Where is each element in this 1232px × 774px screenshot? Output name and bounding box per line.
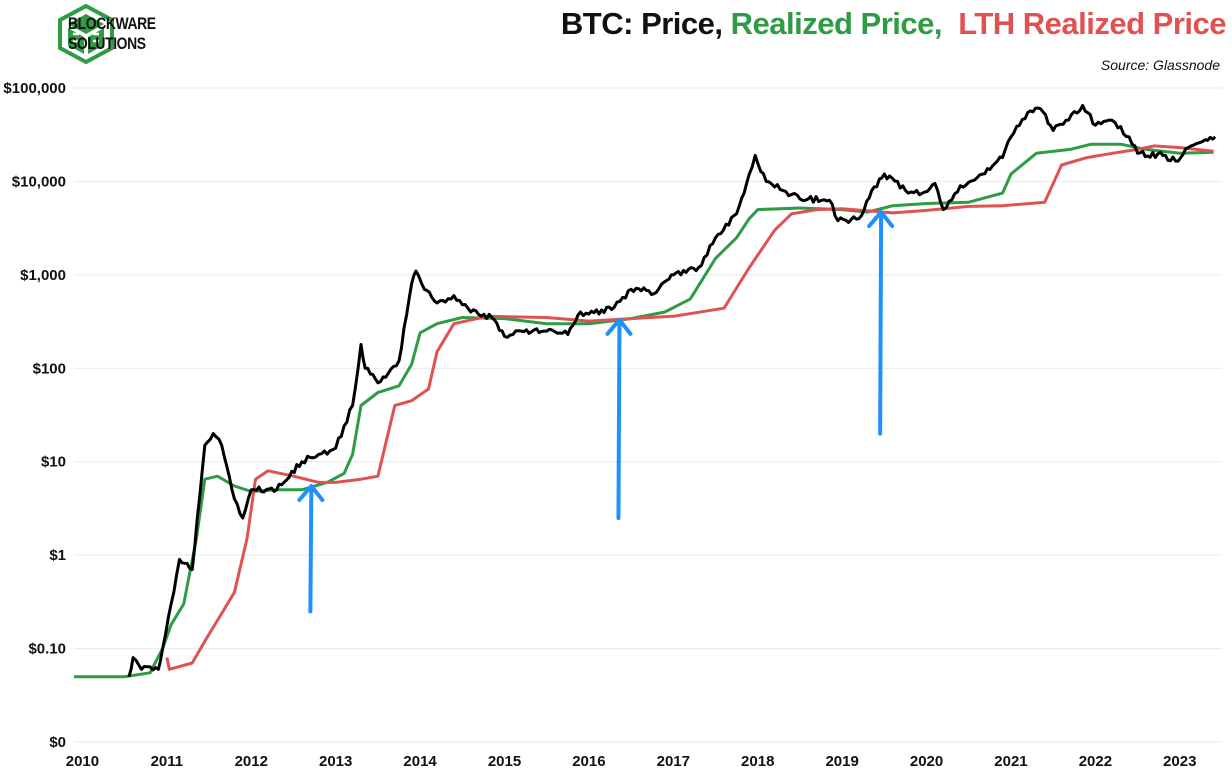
x-tick-label: 2018	[741, 753, 774, 770]
y-axis-ticks: $0 $0.10 $1 $10 $100 $1,000 $10,000 $100,000	[3, 80, 66, 751]
series-line-lth-realized-price	[165, 144, 1214, 671]
x-tick-label: 2011	[151, 753, 184, 770]
x-tick-label: 2014	[403, 753, 437, 770]
blockware-logo	[58, 4, 114, 64]
y-tick-label: $1	[49, 547, 66, 564]
logo-cube-icon	[58, 4, 114, 64]
chart-title: BTC: Price, Realized Price, LTH Realized…	[560, 6, 1227, 42]
x-tick-label: 2022	[1079, 753, 1112, 770]
x-tick-label: 2023	[1163, 753, 1196, 770]
annotation-arrows	[297, 210, 895, 614]
y-tick-label: $0	[49, 734, 66, 751]
x-tick-label: 2019	[825, 753, 858, 770]
title-realized-price: Realized Price,	[730, 6, 943, 41]
x-tick-label: 2013	[319, 753, 352, 770]
x-tick-label: 2015	[488, 753, 521, 770]
series-line-price	[127, 104, 1217, 678]
x-tick-label: 2010	[66, 753, 99, 770]
brand-name-line1: BLOCKWARE	[68, 14, 156, 33]
series-group	[74, 104, 1217, 679]
title-price: BTC: Price,	[560, 6, 731, 41]
x-tick-label: 2017	[657, 753, 690, 770]
x-tick-label: 2012	[235, 753, 268, 770]
brand-name-line2: SOLUTIONS	[68, 34, 146, 53]
annotation-arrow	[605, 317, 633, 520]
annotation-arrow	[297, 483, 325, 614]
series-line-realized-price	[74, 142, 1214, 679]
y-tick-label: $10,000	[12, 173, 66, 190]
x-tick-label: 2020	[910, 753, 943, 770]
y-tick-label: $10	[41, 454, 66, 471]
y-tick-label: $1,000	[20, 267, 66, 284]
grid-lines	[74, 87, 1222, 743]
annotation-arrow	[867, 210, 895, 436]
title-lth-realized-price: LTH Realized Price	[941, 6, 1226, 41]
x-tick-label: 2021	[994, 753, 1027, 770]
source-note: Source: Glassnode	[1100, 57, 1220, 73]
y-tick-label: $100	[33, 360, 66, 377]
y-tick-label: $0.10	[28, 641, 66, 658]
x-tick-label: 2016	[572, 753, 605, 770]
y-tick-label: $100,000	[3, 80, 66, 97]
x-axis-ticks: 2010 2011 2012 2013 2014 2015 2016 2017 2018 2019…	[66, 753, 1197, 770]
